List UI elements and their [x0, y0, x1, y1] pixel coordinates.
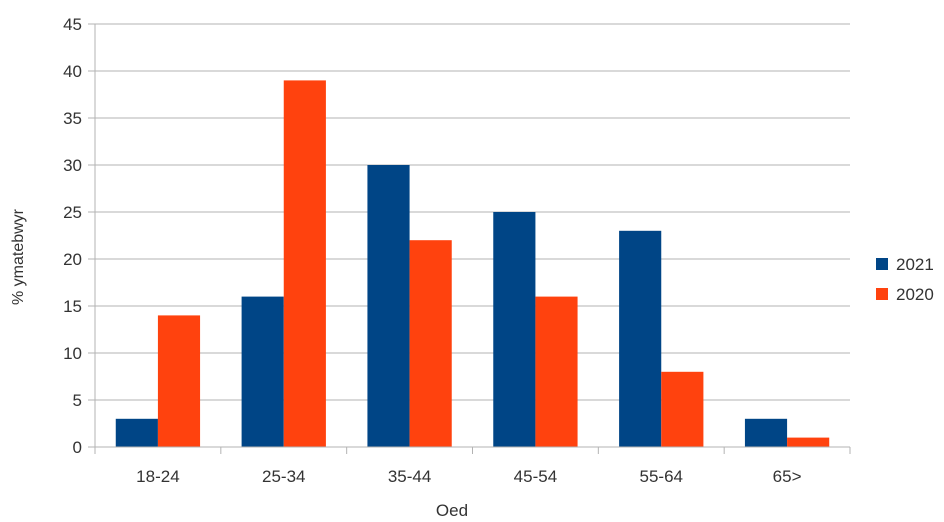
axes: [94, 24, 850, 448]
y-axis-label: % ymatebwyr: [10, 208, 27, 305]
bars: [115, 80, 830, 448]
x-tick-label: 45-54: [514, 467, 557, 486]
legend-label-2021: 2021: [896, 255, 934, 274]
y-tick-label: 15: [63, 297, 82, 316]
legend-swatch-2020: [876, 288, 888, 300]
x-tick-label: 55-64: [640, 467, 683, 486]
bar-2021-35-44: [367, 165, 410, 447]
bar-2021-65>: [744, 418, 788, 447]
x-tick-label: 35-44: [388, 467, 431, 486]
x-tick-label: 18-24: [136, 467, 179, 486]
bar-2021-18-24: [115, 418, 158, 447]
x-axis-ticks: 18-24 25-34 35-44 45-54 55-64 65>: [94, 447, 851, 486]
y-tick-label: 20: [63, 250, 82, 269]
legend-label-2020: 2020: [896, 285, 934, 304]
bar-2021-55-64: [619, 230, 662, 447]
y-tick-label: 25: [63, 203, 82, 222]
bar-2020-18-24: [157, 315, 201, 447]
bar-2020-45-54: [535, 296, 578, 447]
legend: 2021 2020: [876, 255, 934, 304]
y-tick-label: 30: [63, 156, 82, 175]
y-tick-label: 0: [73, 438, 82, 457]
x-tick-label: 25-34: [262, 467, 305, 486]
bar-2020-35-44: [409, 240, 452, 447]
x-tick-label: 65>: [773, 467, 802, 486]
y-tick-label: 5: [73, 391, 82, 410]
gridlines: [95, 23, 850, 448]
x-axis-label: Oed: [436, 501, 468, 520]
bar-2020-55-64: [661, 371, 704, 447]
y-tick-label: 10: [63, 344, 82, 363]
y-tick-label: 35: [63, 109, 82, 128]
y-axis-ticks: 0 5 10 15 20 25 30 35 40 45: [63, 15, 95, 457]
bar-2020-65>: [787, 437, 830, 447]
bar-2021-45-54: [493, 212, 536, 447]
bar-2020-25-34: [283, 80, 326, 448]
y-tick-label: 40: [63, 62, 82, 81]
bar-2021-25-34: [241, 296, 284, 447]
legend-swatch-2021: [876, 258, 888, 270]
y-tick-label: 45: [63, 15, 82, 34]
